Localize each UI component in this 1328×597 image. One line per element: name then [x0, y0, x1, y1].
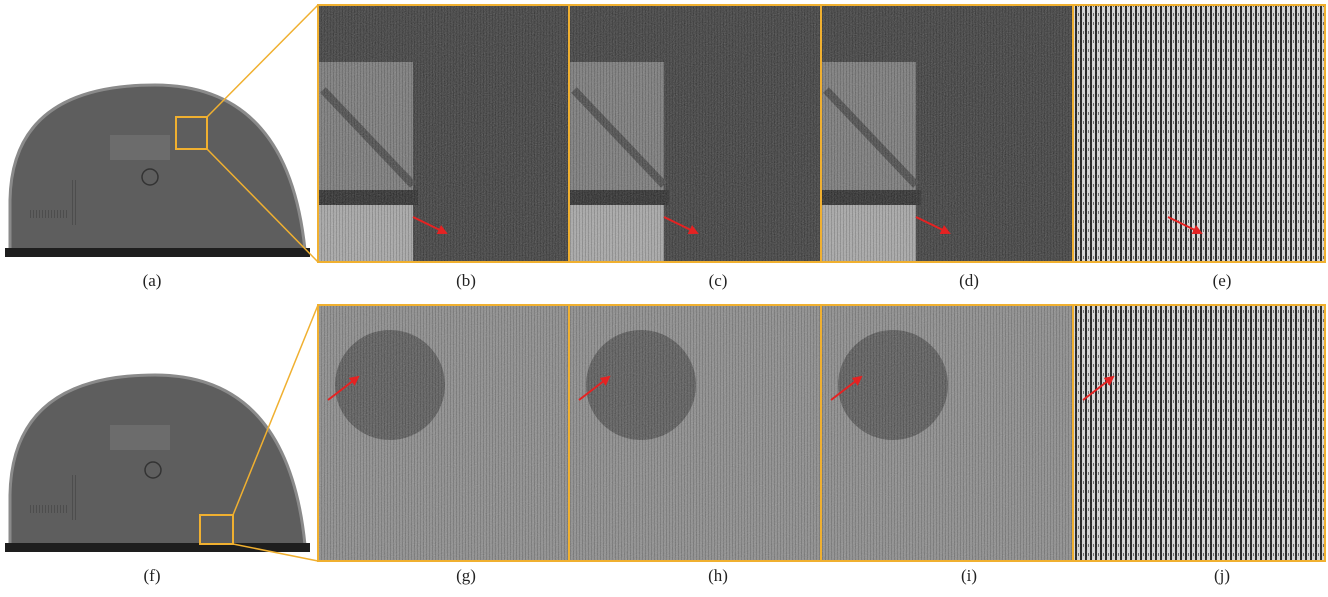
noise — [318, 5, 570, 262]
noise — [821, 5, 1073, 262]
zoom-panel — [1073, 305, 1325, 561]
zoom-panel — [318, 5, 570, 262]
panel-label: (j) — [1214, 566, 1230, 585]
zoom-panel — [569, 305, 821, 561]
panel-label: (g) — [456, 566, 476, 585]
panel-label: (c) — [709, 271, 728, 290]
panel-label: (b) — [456, 271, 476, 290]
zoom-panel — [1073, 5, 1325, 262]
noise — [1073, 305, 1325, 561]
phantom-bottom — [5, 305, 318, 561]
panel-label: (e) — [1213, 271, 1232, 290]
noise — [1073, 5, 1325, 262]
zoom-panel — [821, 305, 1073, 561]
panel-label: (d) — [959, 271, 979, 290]
zoom-panel — [318, 305, 570, 561]
panel-label: (f) — [144, 566, 161, 585]
phantoms — [5, 5, 318, 561]
figure: (a) (b) (c) (d) (e) (f) (g) (h) (i) (j) — [0, 0, 1328, 597]
panel-label: (h) — [708, 566, 728, 585]
panel-label: (a) — [143, 271, 162, 290]
zoom-panel — [821, 5, 1073, 262]
noise — [821, 305, 1073, 561]
phantom-top — [5, 5, 318, 262]
noise — [318, 305, 570, 561]
noise — [569, 305, 821, 561]
zoom-panel — [569, 5, 821, 262]
panel-label: (i) — [961, 566, 977, 585]
noise — [569, 5, 821, 262]
